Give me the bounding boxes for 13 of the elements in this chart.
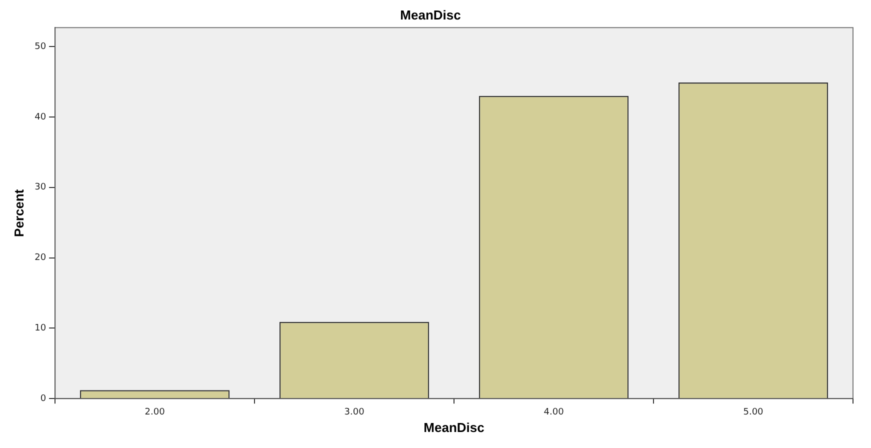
x-tick-label: 4.00 <box>544 407 564 418</box>
x-tick-label: 2.00 <box>144 407 166 418</box>
x-axis-title: MeanDisc <box>424 420 484 435</box>
x-tick-label: 3.00 <box>344 407 365 418</box>
y-tick-label: 0 <box>40 394 46 404</box>
y-tick-label: 40 <box>34 112 46 122</box>
y-tick-label: 30 <box>34 182 46 193</box>
y-tick-label: 50 <box>34 42 46 52</box>
x-tick-label: 5.00 <box>743 407 764 418</box>
y-tick-label: 10 <box>34 324 46 334</box>
chart-title: MeanDisc <box>400 7 461 22</box>
y-axis-title: Percent <box>11 188 26 237</box>
y-tick-label: 20 <box>34 253 46 264</box>
